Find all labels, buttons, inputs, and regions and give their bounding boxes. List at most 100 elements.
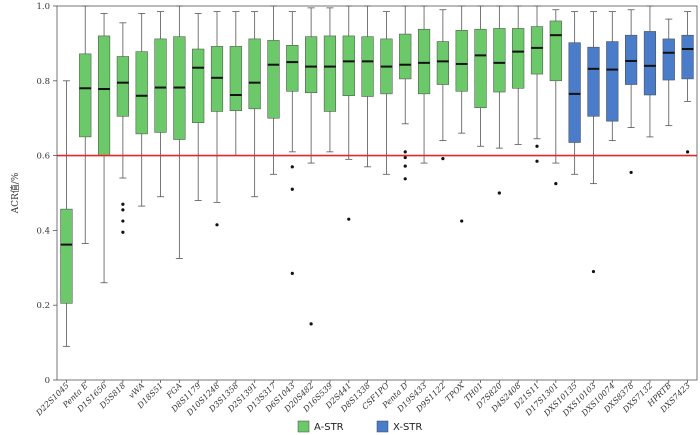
box-fga (173, 5, 186, 259)
box-csf1po (380, 11, 393, 175)
box-th01 (474, 5, 487, 147)
iqr-box (116, 56, 129, 117)
outlier-point (403, 155, 407, 160)
outlier-point (309, 322, 313, 326)
box-d9s1122 (436, 9, 449, 161)
iqr-box (79, 53, 92, 138)
legend-label-x-str: X-STR (393, 422, 422, 433)
iqr-box (417, 28, 431, 95)
iqr-box (135, 51, 148, 135)
iqr-box (192, 48, 205, 123)
box-d4s2408 (512, 5, 525, 145)
legend-item-a-str: A-STR (297, 420, 344, 433)
iqr-box (606, 41, 619, 122)
iqr-box (361, 36, 374, 97)
box-dxs8378 (625, 9, 638, 175)
iqr-box (662, 38, 675, 81)
box-dxs7423 (681, 11, 694, 154)
box-d7s820 (493, 5, 506, 195)
y-tick-label: 1.0 (36, 2, 50, 12)
plot-frame (56, 5, 698, 381)
box-d10s1248 (210, 11, 224, 227)
iqr-box (436, 41, 449, 85)
iqr-box (267, 40, 280, 119)
y-tick-label: 0 (45, 376, 50, 386)
outlier-point (403, 177, 407, 181)
outlier-point (290, 187, 294, 191)
outlier-point (215, 223, 219, 227)
box-layer (60, 5, 694, 347)
legend-swatch-x-str (376, 420, 389, 433)
iqr-box (248, 38, 261, 110)
box-d6s1043 (286, 11, 299, 276)
y-axis-title: ACR值/% (9, 172, 21, 214)
box-d19s433 (417, 5, 431, 164)
box-dxs10135 (568, 11, 581, 175)
outlier-point (497, 191, 501, 195)
box-d1s1656 (97, 13, 111, 284)
x-tick-label: TPOX (444, 381, 467, 404)
box-penta-e (79, 5, 92, 244)
iqr-box (154, 38, 167, 133)
y-tick-label: 0.4 (36, 226, 50, 236)
box-d8s1338 (361, 5, 374, 168)
iqr-box (229, 46, 242, 111)
outlier-point (403, 164, 407, 168)
outlier-point (121, 202, 125, 206)
outlier-point (121, 230, 125, 234)
box-tpox (455, 5, 468, 223)
iqr-box (512, 28, 525, 89)
legend-label-a-str: A-STR (314, 422, 344, 433)
y-tick-label: 0.8 (36, 77, 50, 87)
iqr-box (587, 46, 600, 117)
legend: A-STR X-STR (297, 420, 422, 433)
box-vwa (135, 13, 148, 207)
iqr-box (210, 46, 224, 112)
box-d5s818 (116, 22, 129, 234)
outlier-point (121, 208, 125, 212)
box-d13s317 (267, 5, 280, 175)
iqr-box (60, 208, 73, 304)
box-penta-d (399, 5, 412, 181)
box-dxs7132 (643, 5, 657, 138)
iqr-box (342, 35, 355, 97)
iqr-box (474, 28, 487, 108)
outlier-point (403, 150, 407, 154)
legend-swatch-a-str (297, 420, 310, 433)
iqr-box (568, 42, 581, 143)
y-tick-label: 0.6 (36, 152, 50, 162)
iqr-box (286, 45, 299, 92)
outlier-point (290, 165, 294, 169)
box-d2s1391 (248, 11, 261, 198)
iqr-box (530, 26, 544, 75)
outlier-point (460, 219, 464, 223)
box-d17s1301 (549, 9, 562, 186)
outlier-point (629, 170, 633, 175)
iqr-box (625, 34, 638, 85)
legend-item-x-str: X-STR (376, 420, 422, 433)
box-d8s1179 (192, 13, 205, 201)
outlier-point (441, 156, 445, 161)
iqr-box (549, 20, 562, 82)
outlier-point (535, 159, 539, 163)
box-d21s11 (530, 5, 544, 163)
box-d20s482 (305, 7, 318, 326)
iqr-box (305, 36, 318, 94)
iqr-box (493, 28, 506, 93)
iqr-box (97, 35, 111, 156)
outlier-point (121, 219, 125, 223)
box-d18s51 (154, 11, 167, 198)
iqr-box (681, 34, 694, 80)
iqr-box (455, 30, 468, 92)
y-tick-label: 0.2 (36, 301, 50, 311)
box-hprtb (662, 18, 675, 127)
outlier-point (554, 182, 558, 186)
iqr-box (643, 31, 657, 96)
box-dxs10103 (587, 11, 600, 274)
outlier-point (347, 217, 351, 221)
box-d22s1045 (60, 80, 73, 347)
iqr-box (399, 33, 412, 80)
box-d3s1358 (229, 11, 242, 157)
